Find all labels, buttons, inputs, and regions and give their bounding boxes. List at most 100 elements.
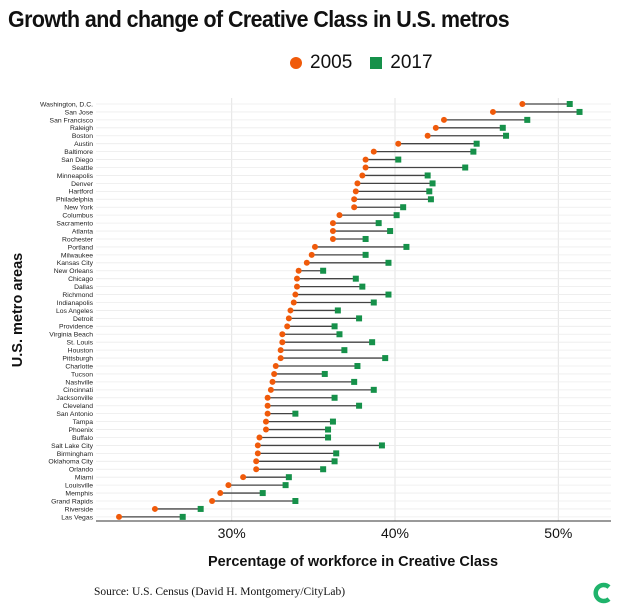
point-2017 [320,466,327,473]
y-tick-label: Seattle [72,165,93,172]
point-2017 [370,386,377,393]
point-2017 [329,418,336,425]
point-2017 [393,212,400,219]
y-tick-label: Tampa [73,419,94,426]
point-2017 [179,513,186,520]
point-2005 [116,513,123,520]
y-tick-label: Las Vegas [61,514,93,521]
point-2005 [254,450,261,457]
point-2005 [354,180,361,187]
source-note: Source: U.S. Census (David H. Montgomery… [94,586,346,598]
y-tick-label: Milwaukee [61,252,93,259]
y-tick-label: Columbus [62,213,93,220]
point-2017 [351,378,358,385]
point-2017 [385,259,392,266]
y-tick-label: New York [64,205,93,212]
point-2005 [519,101,526,107]
y-tick-label: Kansas City [57,260,94,267]
y-tick-label: St. Louis [67,340,94,347]
y-tick-label: Birmingham [57,451,94,458]
y-tick-label: San Antonio [56,411,93,418]
y-tick-label: Pittsburgh [62,355,93,362]
point-2005 [359,172,366,179]
y-tick-label: Detroit [73,316,93,323]
point-2005 [253,458,260,465]
y-tick-label: Grand Rapids [51,498,94,505]
point-2017 [400,204,407,211]
point-2005 [352,188,359,195]
point-2005 [351,196,358,203]
y-tick-label: Minneapolis [57,173,94,180]
point-2017 [385,291,392,298]
point-2017 [356,402,363,409]
y-tick-label: San Diego [61,157,93,164]
point-2017 [427,196,434,203]
y-tick-label: Baltimore [64,149,93,156]
point-2017 [285,474,292,481]
legend-item-2017: 2017 [370,52,433,74]
point-2017 [576,108,583,115]
y-tick-label: Cincinnati [63,387,93,394]
y-tick-label: Oklahoma City [48,459,93,466]
y-tick-label: Indianapolis [57,300,94,307]
y-tick-label: Hartford [68,189,93,196]
point-2017 [259,490,266,497]
point-2005 [285,315,292,322]
point-2005 [362,164,369,171]
point-2017 [362,251,369,258]
y-tick-label: Nashville [65,379,93,386]
point-2017 [331,458,338,465]
point-2005 [269,378,276,385]
point-2017 [292,410,299,417]
point-2017 [424,172,431,179]
y-tick-label: Cleveland [63,403,93,410]
point-2005 [336,212,343,219]
y-tick-label: Virginia Beach [49,332,93,339]
point-2005 [256,434,263,441]
point-2005 [295,267,302,274]
point-2005 [329,220,336,227]
point-2005 [294,283,301,290]
point-2017 [462,164,469,171]
point-2017 [321,370,328,377]
y-tick-label: Salt Lake City [51,443,94,450]
y-tick-label: Riverside [65,506,94,513]
point-2005 [329,228,336,235]
y-tick-label: San Jose [65,109,94,116]
y-tick-label: Chicago [68,276,93,283]
point-2017 [470,148,477,155]
point-2017 [387,228,394,235]
y-tick-label: Atlanta [72,228,93,235]
point-2017 [341,347,348,354]
point-2005 [267,386,274,393]
y-tick-label: Buffalo [72,435,93,442]
point-2017 [378,442,385,449]
x-tick-label: 40% [381,525,409,541]
point-2017 [395,156,402,163]
point-2005 [432,124,439,131]
y-tick-label: Providence [59,324,93,331]
y-tick-label: Jacksonville [56,395,93,402]
x-axis-label: Percentage of workforce in Creative Clas… [208,554,498,570]
x-tick-label: 50% [544,525,572,541]
point-2005 [264,394,271,401]
y-tick-label: Rochester [62,236,94,243]
y-tick-label: Memphis [65,490,93,497]
point-2017 [282,482,289,489]
point-2017 [473,140,480,147]
point-2017 [325,426,332,433]
point-2005 [303,259,310,266]
y-tick-label: Austin [74,141,93,148]
legend-square-marker-icon [370,57,383,69]
point-2017 [352,275,359,282]
point-2017 [503,132,510,139]
point-2005 [489,108,496,115]
legend: 2005 2017 [290,52,443,74]
point-2017 [429,180,436,187]
point-2017 [375,220,382,227]
point-2005 [284,323,291,330]
point-2005 [240,474,247,481]
point-2005 [271,370,278,377]
point-2017 [325,434,332,441]
